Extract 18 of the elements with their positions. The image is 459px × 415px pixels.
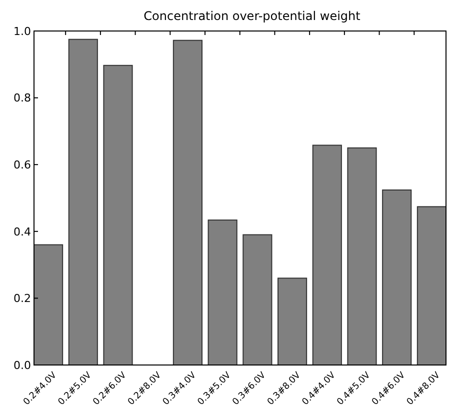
bar [382,189,412,366]
bar [172,40,203,366]
bar [347,147,377,366]
bar [312,144,342,366]
chart-title: Concentration over-potential weight [144,9,361,23]
y-tick-label: 0.4 [14,225,31,238]
y-tick-label: 1.0 [14,24,31,38]
y-tick-label: 0.6 [14,158,31,172]
y-tick-label: 0.8 [14,92,31,105]
bar [103,64,133,366]
bar [34,244,64,366]
bar [208,220,238,366]
bar [277,278,308,366]
bar [416,206,446,366]
y-tick-label: 0.2 [14,292,31,306]
bar [68,38,98,366]
y-tick-label: 0.0 [14,358,31,372]
bar [242,234,272,366]
